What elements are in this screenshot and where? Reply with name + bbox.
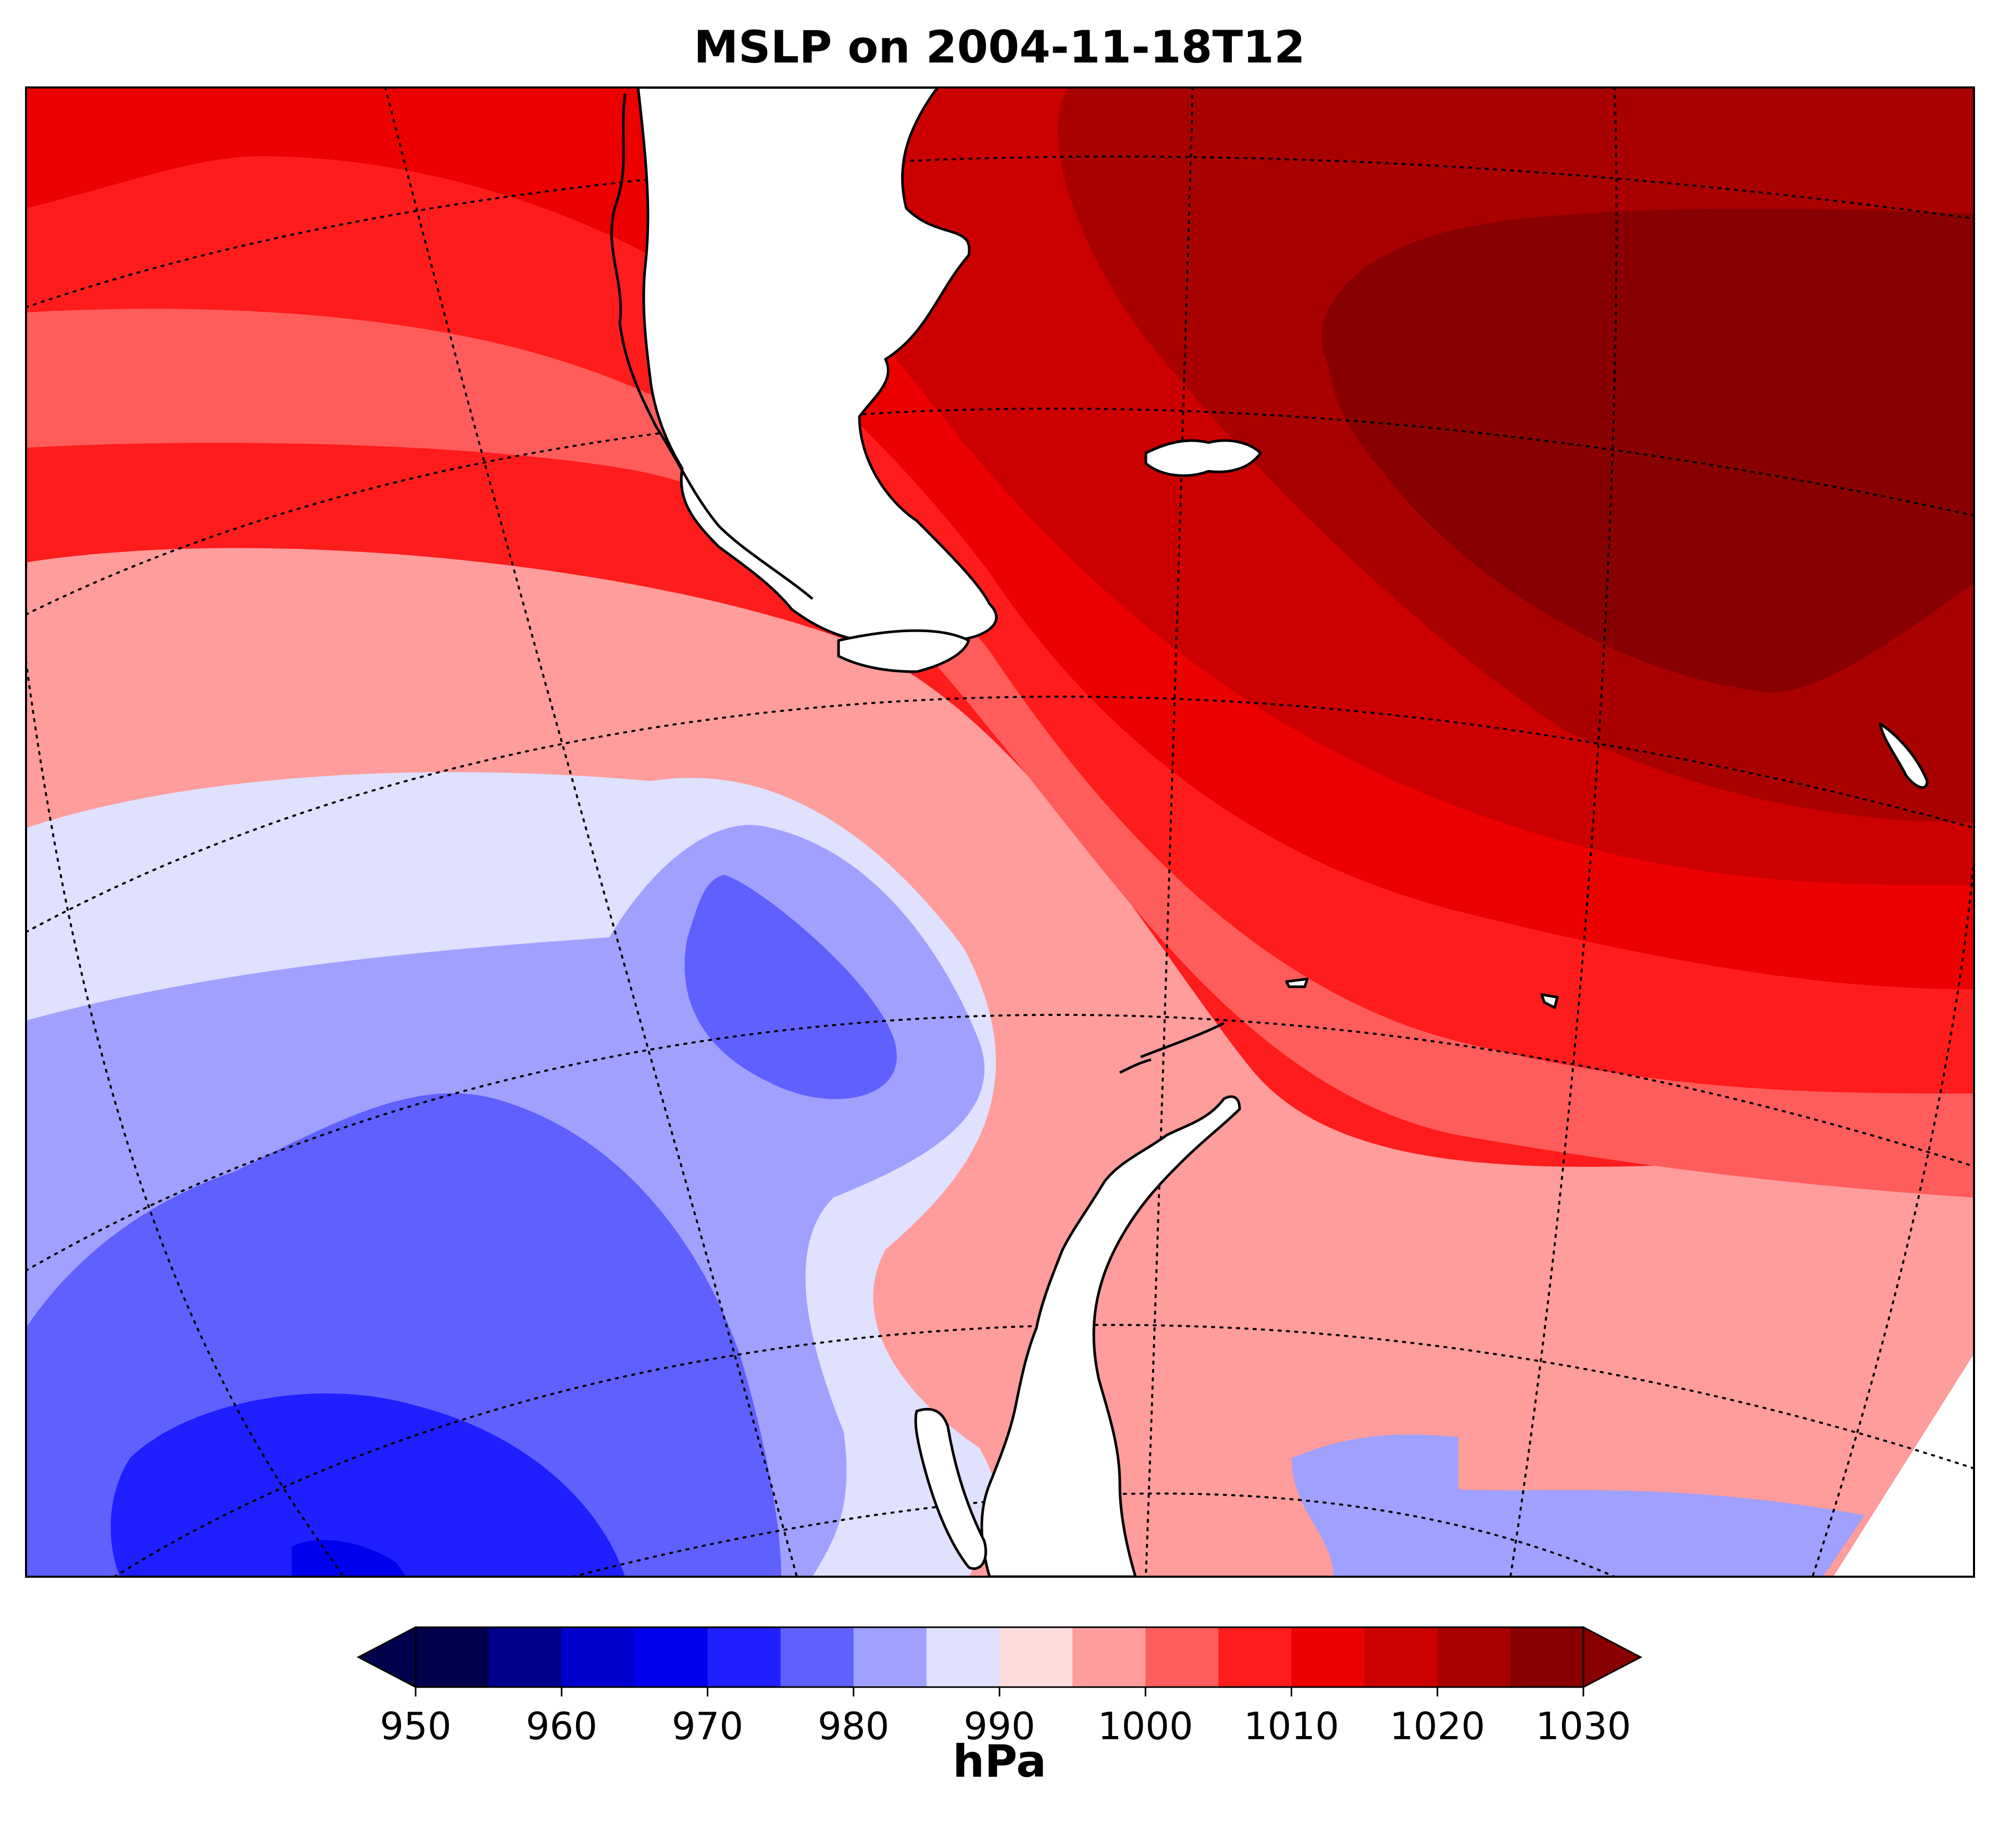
colorbar-segment: [489, 1627, 562, 1687]
colorbar-segment: [853, 1627, 927, 1687]
pressure-map: [26, 87, 1974, 1577]
colorbar-tick-label: 960: [526, 1704, 597, 1748]
colorbar-segment: [416, 1627, 489, 1687]
map-title: MSLP on 2004-11-18T12: [694, 21, 1305, 73]
colorbar-segment: [1072, 1627, 1146, 1687]
coastline-tierra-del-fuego: [837, 629, 970, 673]
pressure-band-1025-1030: [1321, 209, 1974, 693]
colorbar-segment: [707, 1627, 781, 1687]
colorbar-segment: [1364, 1627, 1438, 1687]
pressure-band-970-975: [110, 1393, 626, 1577]
colorbar-segment: [926, 1627, 1000, 1687]
pressure-band-980-985-east: [1292, 1434, 1865, 1577]
colorbar-segment: [1437, 1627, 1511, 1687]
colorbar-extend-high: [1582, 1626, 1643, 1689]
colorbar-segment: [1291, 1627, 1365, 1687]
colorbar-tick-label: 1000: [1098, 1704, 1193, 1748]
colorbar-tick-label: 990: [964, 1704, 1035, 1748]
coastline-falkland-islands: [1144, 439, 1262, 477]
pressure-band-965-970: [292, 1540, 406, 1577]
coastline-south-orkney: [1285, 977, 1309, 988]
coastline-south-sandwich: [1540, 993, 1559, 1009]
colorbar-segment: [634, 1627, 708, 1687]
coastline-south-shetlands: [1119, 1022, 1225, 1074]
colorbar-tick-label: 980: [818, 1704, 889, 1748]
colorbar-segment: [1000, 1627, 1073, 1687]
colorbar-extend-low: [356, 1626, 417, 1689]
coastline-chile-fjords: [610, 93, 814, 600]
pressure-low-975-inner: [684, 875, 897, 1099]
colorbar-ticks: 950 960 970 980 990 1000 1010 1020 1030: [380, 1687, 1631, 1748]
coastline-south-georgia: [1879, 722, 1929, 789]
map-frame: [25, 86, 1975, 1578]
colorbar-segment: [561, 1627, 635, 1687]
colorbar-unit-label: hPa: [953, 1736, 1046, 1788]
colorbar-segment: [1145, 1627, 1219, 1687]
colorbar-tick-label: 1020: [1390, 1704, 1485, 1748]
colorbar-tick-label: 950: [380, 1704, 451, 1748]
colorbar-tick-label: 1030: [1535, 1704, 1631, 1748]
coastline-alexander-island: [914, 1407, 988, 1570]
colorbar-tick-label: 970: [672, 1704, 743, 1748]
colorbar-segment: [1218, 1627, 1292, 1687]
colorbar-segment: [1510, 1627, 1584, 1687]
colorbar-tick-label: 1010: [1244, 1704, 1339, 1748]
colorbar-segment: [780, 1627, 854, 1687]
masked-area: [1833, 1354, 1974, 1577]
colorbar: [356, 1626, 1643, 1689]
